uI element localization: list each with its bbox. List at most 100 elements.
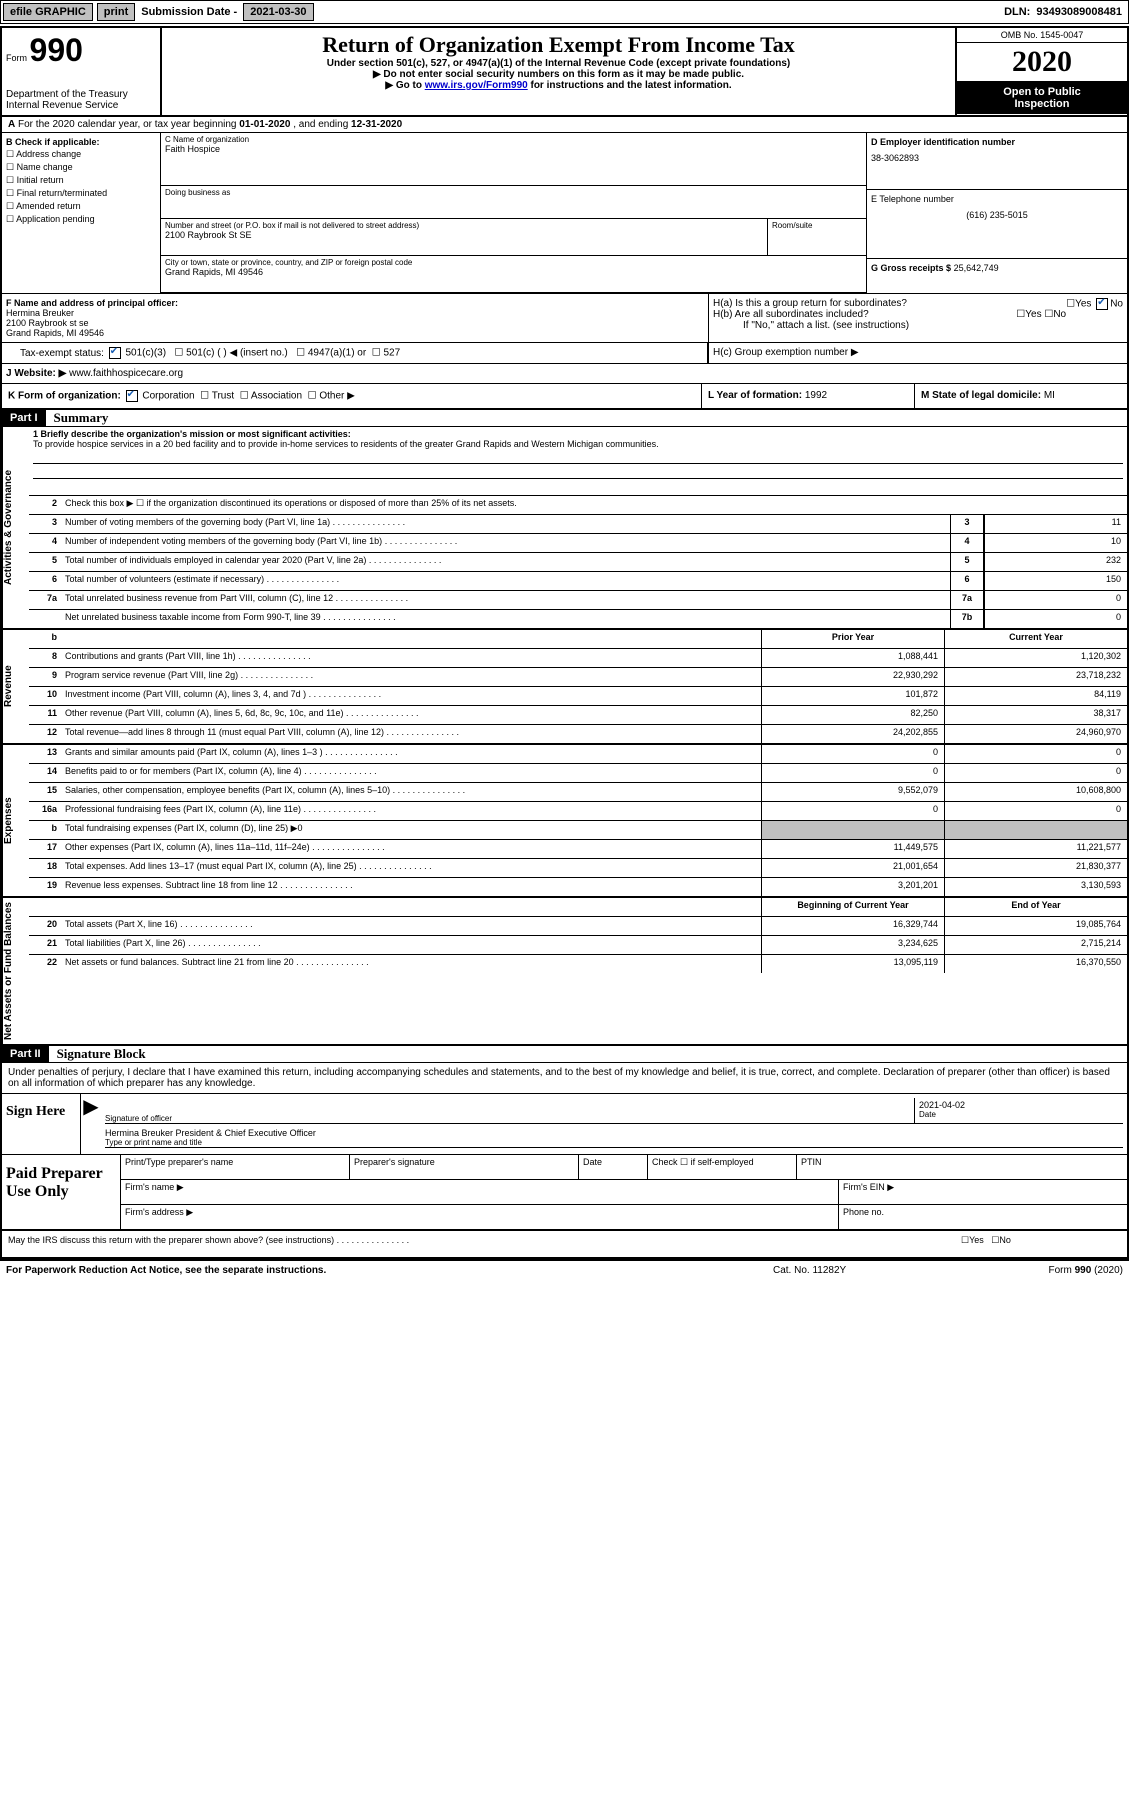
signature-declaration: Under penalties of perjury, I declare th… <box>2 1063 1127 1093</box>
b-opt-1[interactable]: ☐ Name change <box>6 162 156 173</box>
row-key: 5 <box>950 553 984 571</box>
b3: Final return/terminated <box>17 188 108 198</box>
i-opt4: 527 <box>384 348 401 359</box>
prep-date[interactable]: Date <box>579 1155 648 1179</box>
discuss-options[interactable]: ☐Yes ☐No <box>961 1235 1121 1253</box>
row-desc: Grants and similar amounts paid (Part IX… <box>61 745 761 763</box>
firm-phone[interactable]: Phone no. <box>839 1205 1127 1229</box>
data-row: 12Total revenue—add lines 8 through 11 (… <box>29 725 1127 743</box>
data-row: 11Other revenue (Part VIII, column (A), … <box>29 706 1127 725</box>
city-label: City or town, state or province, country… <box>165 258 862 267</box>
ein-label: D Employer identification number <box>871 137 1123 147</box>
sig-date-value: 2021-04-02 <box>919 1100 1119 1110</box>
row-curr: 11,221,577 <box>944 840 1127 858</box>
part2-title: Signature Block <box>49 1046 146 1062</box>
row-key: 7a <box>950 591 984 609</box>
gov-row: 7aTotal unrelated business revenue from … <box>29 591 1127 610</box>
b-opt-0[interactable]: ☐ Address change <box>6 149 156 160</box>
ha-no-check[interactable] <box>1096 298 1108 310</box>
i-501c3-check[interactable] <box>109 347 121 359</box>
begin-year-header: Beginning of Current Year <box>761 898 944 916</box>
row-num: 4 <box>29 534 61 552</box>
b-opt-3[interactable]: ☐ Final return/terminated <box>6 188 156 199</box>
row-key: 4 <box>950 534 984 552</box>
side-revenue: Revenue <box>2 630 29 743</box>
street-label: Number and street (or P.O. box if mail i… <box>165 221 763 230</box>
header-sub1: Under section 501(c), 527, or 4947(a)(1)… <box>170 58 947 69</box>
row-curr: 84,119 <box>944 687 1127 705</box>
b4: Amended return <box>16 201 81 211</box>
mission-block: 1 Briefly describe the organization's mi… <box>29 427 1127 496</box>
hb-note: If "No," attach a list. (see instruction… <box>713 320 1123 331</box>
i-opt1: 501(c)(3) <box>125 348 166 359</box>
b-opt-4[interactable]: ☐ Amended return <box>6 201 156 212</box>
m-label: M State of legal domicile: <box>921 390 1041 401</box>
firm-name[interactable]: Firm's name ▶ <box>121 1180 839 1204</box>
ha-label: H(a) Is this a group return for subordin… <box>713 298 907 309</box>
row-desc: Program service revenue (Part VIII, line… <box>61 668 761 686</box>
k0: Corporation <box>142 391 194 402</box>
a-end: 12-31-2020 <box>351 119 402 130</box>
row-num: 13 <box>29 745 61 763</box>
gross-label: G Gross receipts $ <box>871 263 951 273</box>
dln-value: 93493089008481 <box>1036 6 1128 18</box>
j-label: J Website: ▶ <box>6 368 66 379</box>
row-num: 20 <box>29 917 61 935</box>
row-prior: 21,001,654 <box>761 859 944 877</box>
data-row: 17Other expenses (Part IX, column (A), l… <box>29 840 1127 859</box>
city-value: Grand Rapids, MI 49546 <box>165 267 862 277</box>
footer-form: Form 990 (2020) <box>973 1265 1123 1276</box>
form-title: Return of Organization Exempt From Incom… <box>170 32 947 58</box>
i-opt3: 4947(a)(1) or <box>308 348 366 359</box>
dln-label: DLN: <box>1004 6 1036 18</box>
k-corp-check[interactable] <box>126 390 138 402</box>
row-num: 15 <box>29 783 61 801</box>
row-val: 150 <box>984 572 1127 590</box>
b-opt-2[interactable]: ☐ Initial return <box>6 175 156 186</box>
print-button[interactable]: print <box>97 3 135 21</box>
data-row: 19Revenue less expenses. Subtract line 1… <box>29 878 1127 896</box>
hb-label: H(b) Are all subordinates included? <box>713 309 869 320</box>
ptin[interactable]: PTIN <box>797 1155 1127 1179</box>
hb-yes: Yes <box>1025 309 1041 320</box>
sig-officer-line[interactable]: Signature of officer <box>105 1098 914 1124</box>
prep-sig[interactable]: Preparer's signature <box>350 1155 579 1179</box>
row-desc: Salaries, other compensation, employee b… <box>61 783 761 801</box>
row-key: 3 <box>950 515 984 533</box>
row-val: 0 <box>984 591 1127 609</box>
ha-yes: Yes <box>1075 299 1091 310</box>
data-row: 9Program service revenue (Part VIII, lin… <box>29 668 1127 687</box>
header-sub3: ▶ Go to www.irs.gov/Form990 for instruct… <box>170 80 947 91</box>
row-prior: 16,329,744 <box>761 917 944 935</box>
b-opt-5[interactable]: ☐ Application pending <box>6 214 156 225</box>
l-label: L Year of formation: <box>708 390 802 401</box>
prior-year-header: Prior Year <box>761 630 944 648</box>
data-row: 14Benefits paid to or for members (Part … <box>29 764 1127 783</box>
row-num: 9 <box>29 668 61 686</box>
discuss-label: May the IRS discuss this return with the… <box>8 1235 961 1253</box>
gov-row: Net unrelated business taxable income fr… <box>29 610 1127 628</box>
data-row: 22Net assets or fund balances. Subtract … <box>29 955 1127 973</box>
efile-button[interactable]: efile GRAPHIC <box>3 3 93 21</box>
dept-label: Department of the Treasury Internal Reve… <box>6 89 156 111</box>
row-curr: 38,317 <box>944 706 1127 724</box>
irs-link[interactable]: www.irs.gov/Form990 <box>425 80 528 91</box>
firm-ein[interactable]: Firm's EIN ▶ <box>839 1180 1127 1204</box>
sign-here-row: Sign Here ▶ Signature of officer 2021-04… <box>2 1093 1127 1154</box>
firm-addr[interactable]: Firm's address ▶ <box>121 1205 839 1229</box>
gov-row: 5Total number of individuals employed in… <box>29 553 1127 572</box>
row-desc: Benefits paid to or for members (Part IX… <box>61 764 761 782</box>
b-label: B Check if applicable: <box>6 137 100 147</box>
prep-name[interactable]: Print/Type preparer's name <box>121 1155 350 1179</box>
b5: Application pending <box>16 214 95 224</box>
row-prior: 101,872 <box>761 687 944 705</box>
check-self[interactable]: Check ☐ if self-employed <box>648 1155 797 1179</box>
data-row: 16aProfessional fundraising fees (Part I… <box>29 802 1127 821</box>
hb-no: No <box>1053 309 1066 320</box>
row-desc: Net assets or fund balances. Subtract li… <box>61 955 761 973</box>
row-num: 22 <box>29 955 61 973</box>
section-h: H(a) Is this a group return for subordin… <box>708 294 1127 342</box>
row-prior: 82,250 <box>761 706 944 724</box>
section-f: F Name and address of principal officer:… <box>2 294 708 342</box>
officer-name: Hermina Breuker <box>6 308 704 318</box>
